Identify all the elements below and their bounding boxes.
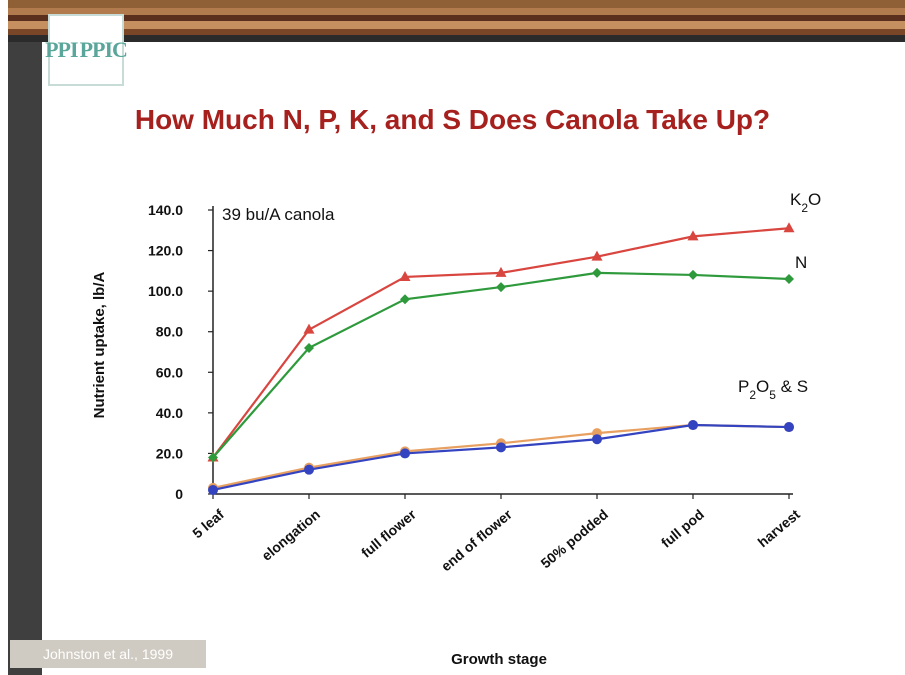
left-band [8, 42, 42, 675]
data-point [784, 422, 794, 433]
series-line [212, 423, 790, 489]
x-tick-label: full flower [358, 506, 419, 561]
data-point [688, 269, 698, 280]
series-label-part: O [808, 190, 821, 209]
y-tick-label: 120.0 [148, 243, 183, 259]
y-tick-labels: 0 20.0 40.0 60.0 80.0 100.0 120.0 140.0 [148, 202, 213, 502]
series-label-part: N [795, 253, 807, 272]
logo-text-ppic: PPIC [79, 37, 128, 62]
data-point [208, 452, 218, 463]
series-line [212, 423, 790, 492]
data-point [400, 294, 410, 305]
series-n [208, 267, 794, 463]
series-label: P2O5 & S [738, 377, 808, 402]
x-tick-label: 50% podded [537, 506, 610, 571]
data-point [591, 250, 603, 261]
y-tick-label: 100.0 [148, 283, 183, 299]
series-label-part: P [738, 377, 749, 396]
citation: Johnston et al., 1999 [10, 640, 206, 668]
series-label-part: K [790, 190, 802, 209]
data-point [783, 222, 795, 233]
series-label: K2O [790, 190, 821, 215]
data-point [496, 282, 506, 293]
header-stripe [8, 29, 905, 35]
series-label-part: 2 [801, 201, 808, 215]
series-po [208, 420, 794, 493]
data-point [592, 434, 602, 445]
data-point [495, 266, 507, 277]
data-point [687, 230, 699, 241]
header-stripe [8, 0, 905, 8]
series-label-part: 5 [769, 388, 776, 402]
series-label-part: 2 [749, 388, 756, 402]
header-stripe [8, 8, 905, 15]
y-tick-label: 0 [175, 486, 183, 502]
x-tick-label: full pod [658, 506, 707, 551]
y-tick-label: 60.0 [156, 364, 183, 380]
series-label-part: O [756, 377, 769, 396]
series-line [212, 271, 790, 459]
series-label-part: & S [776, 377, 808, 396]
series-line [212, 227, 790, 459]
data-point [304, 342, 314, 353]
logo-text-ppi: PPI [45, 37, 78, 62]
data-point [304, 464, 314, 475]
data-point [496, 442, 506, 453]
data-point [399, 270, 411, 281]
header-stripe [8, 35, 905, 42]
data-point [592, 267, 602, 278]
series-group [207, 222, 795, 495]
y-tick-label: 20.0 [156, 445, 183, 461]
header-stripes [8, 0, 905, 42]
x-axis-title: Growth stage [451, 651, 547, 668]
y-tick-label: 140.0 [148, 202, 183, 218]
series-s [208, 420, 794, 495]
data-point [400, 448, 410, 459]
ppi-logo: PPI PPIC [45, 14, 128, 86]
chart-title: How Much N, P, K, and S Does Canola Take… [134, 104, 771, 135]
series-label: N [795, 253, 807, 272]
data-point [208, 484, 218, 495]
x-tick-labels: 5 leaf elongation full flower end of flower… [189, 494, 803, 574]
header-stripe [8, 15, 905, 21]
header-stripe [8, 21, 905, 29]
y-tick-label: 40.0 [156, 405, 183, 421]
data-point [688, 420, 698, 431]
data-point [303, 323, 315, 334]
x-tick-label: harvest [754, 506, 803, 550]
x-tick-label: end of flower [438, 506, 515, 575]
x-tick-label: elongation [258, 506, 323, 564]
chart-annotation: 39 bu/A canola [222, 205, 335, 224]
x-tick-label: 5 leaf [189, 506, 227, 541]
data-point [784, 273, 794, 284]
y-axis-title: Nutrient uptake, lb/A [91, 272, 108, 419]
y-tick-label: 80.0 [156, 324, 183, 340]
axes [212, 206, 793, 495]
